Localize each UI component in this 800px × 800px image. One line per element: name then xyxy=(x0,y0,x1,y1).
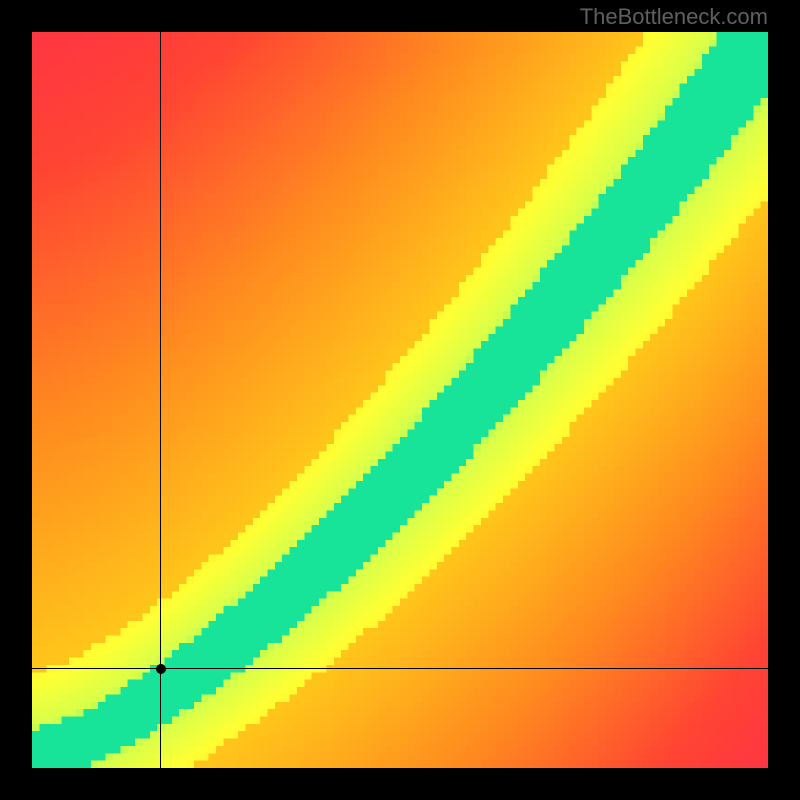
crosshair-vertical-line xyxy=(160,32,161,768)
crosshair-horizontal-line xyxy=(32,668,768,669)
chart-container: TheBottleneck.com xyxy=(0,0,800,800)
bottleneck-heatmap xyxy=(32,32,768,768)
crosshair-dot xyxy=(156,664,166,674)
watermark-text: TheBottleneck.com xyxy=(580,4,768,30)
